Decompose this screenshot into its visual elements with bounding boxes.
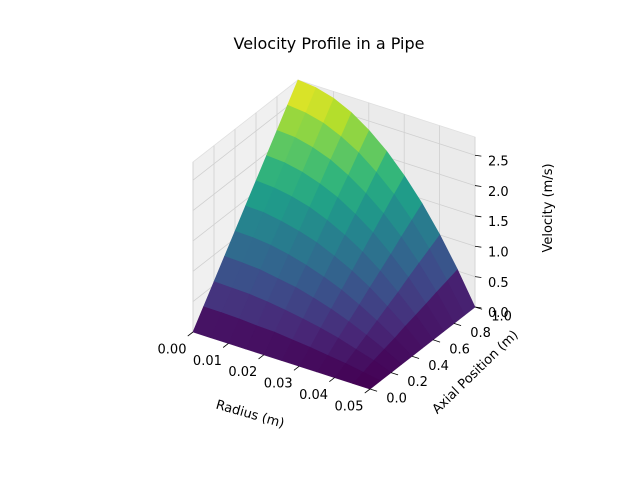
- y-tick-label: 0.6: [449, 342, 470, 357]
- x-tick: [222, 343, 229, 348]
- y-tick: [369, 388, 378, 392]
- x-tick: [258, 354, 265, 360]
- z-tick: [474, 185, 482, 187]
- x-tick: [364, 388, 371, 394]
- x-tick: [329, 377, 335, 383]
- x-tick-label: 0.05: [335, 399, 364, 414]
- tick-marks: 0.000.010.020.030.040.050.00.20.40.60.81…: [158, 154, 512, 414]
- x-tick-label: 0.02: [228, 365, 257, 380]
- z-tick-label: 0.5: [488, 276, 509, 291]
- y-tick-label: 0.4: [428, 359, 449, 374]
- z-tick: [474, 215, 482, 218]
- y-tick: [390, 372, 399, 376]
- y-tick-label: 1.0: [491, 310, 512, 325]
- x-axis-label: Radius (m): [214, 398, 286, 432]
- y-tick-label: 0.2: [407, 375, 428, 390]
- x-tick-label: 0.00: [158, 342, 187, 357]
- z-tick: [474, 306, 482, 309]
- x-tick-label: 0.03: [264, 377, 293, 392]
- z-tick-label: 2.0: [488, 185, 509, 200]
- surface-patch: [192, 306, 222, 339]
- z-tick-label: 1.0: [488, 245, 509, 260]
- z-axis-label: Velocity (m/s): [541, 163, 556, 252]
- z-tick: [474, 154, 482, 157]
- y-tick: [411, 355, 420, 359]
- z-tick: [474, 245, 482, 248]
- y-tick: [432, 339, 441, 343]
- x-tick-label: 0.04: [299, 388, 328, 403]
- y-tick: [453, 323, 462, 327]
- x-tick: [293, 365, 300, 371]
- y-tick-label: 0.0: [386, 392, 407, 407]
- x-tick: [187, 331, 194, 337]
- z-tick-label: 1.5: [488, 215, 509, 230]
- z-tick: [474, 276, 482, 278]
- chart-title: Velocity Profile in a Pipe: [234, 34, 425, 53]
- z-tick-label: 2.5: [488, 154, 509, 169]
- velocity-surface: [192, 79, 476, 390]
- x-tick-label: 0.01: [193, 354, 222, 369]
- y-tick-label: 0.8: [470, 326, 491, 341]
- z-tick-label: 0.0: [488, 306, 509, 321]
